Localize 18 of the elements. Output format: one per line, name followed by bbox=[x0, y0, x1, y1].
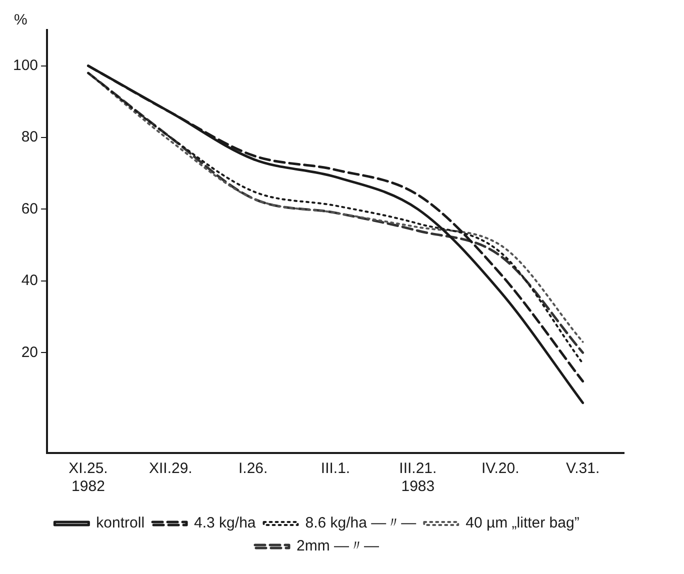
y-tick-label: 20 bbox=[21, 344, 38, 361]
x-tick-label: IV.20. bbox=[481, 460, 520, 478]
x-tick-label: III.1. bbox=[320, 460, 350, 478]
legend-label: kontroll bbox=[96, 514, 145, 532]
x-tick-label: XII.29. bbox=[148, 460, 192, 478]
legend-label: 40 µm „litter bag” bbox=[466, 514, 580, 532]
y-axis-title: % bbox=[14, 12, 28, 29]
x-tick-label: I.26. bbox=[238, 460, 268, 478]
y-tick-label: 100 bbox=[12, 56, 38, 74]
x-tick-label: III.21. 1983 bbox=[399, 460, 437, 496]
x-tick-label: V.31. bbox=[566, 460, 600, 478]
legend-label: 4.3 kg/ha bbox=[194, 514, 256, 532]
x-tick-label: XI.25. 1982 bbox=[68, 460, 108, 496]
y-tick-label: 40 bbox=[21, 272, 38, 290]
y-tick-label: 80 bbox=[21, 128, 38, 146]
legend-label: 8.6 kg/ha —〃— bbox=[305, 514, 416, 532]
y-tick-label: 60 bbox=[21, 200, 38, 218]
legend-label: 2mm —〃— bbox=[296, 538, 379, 555]
